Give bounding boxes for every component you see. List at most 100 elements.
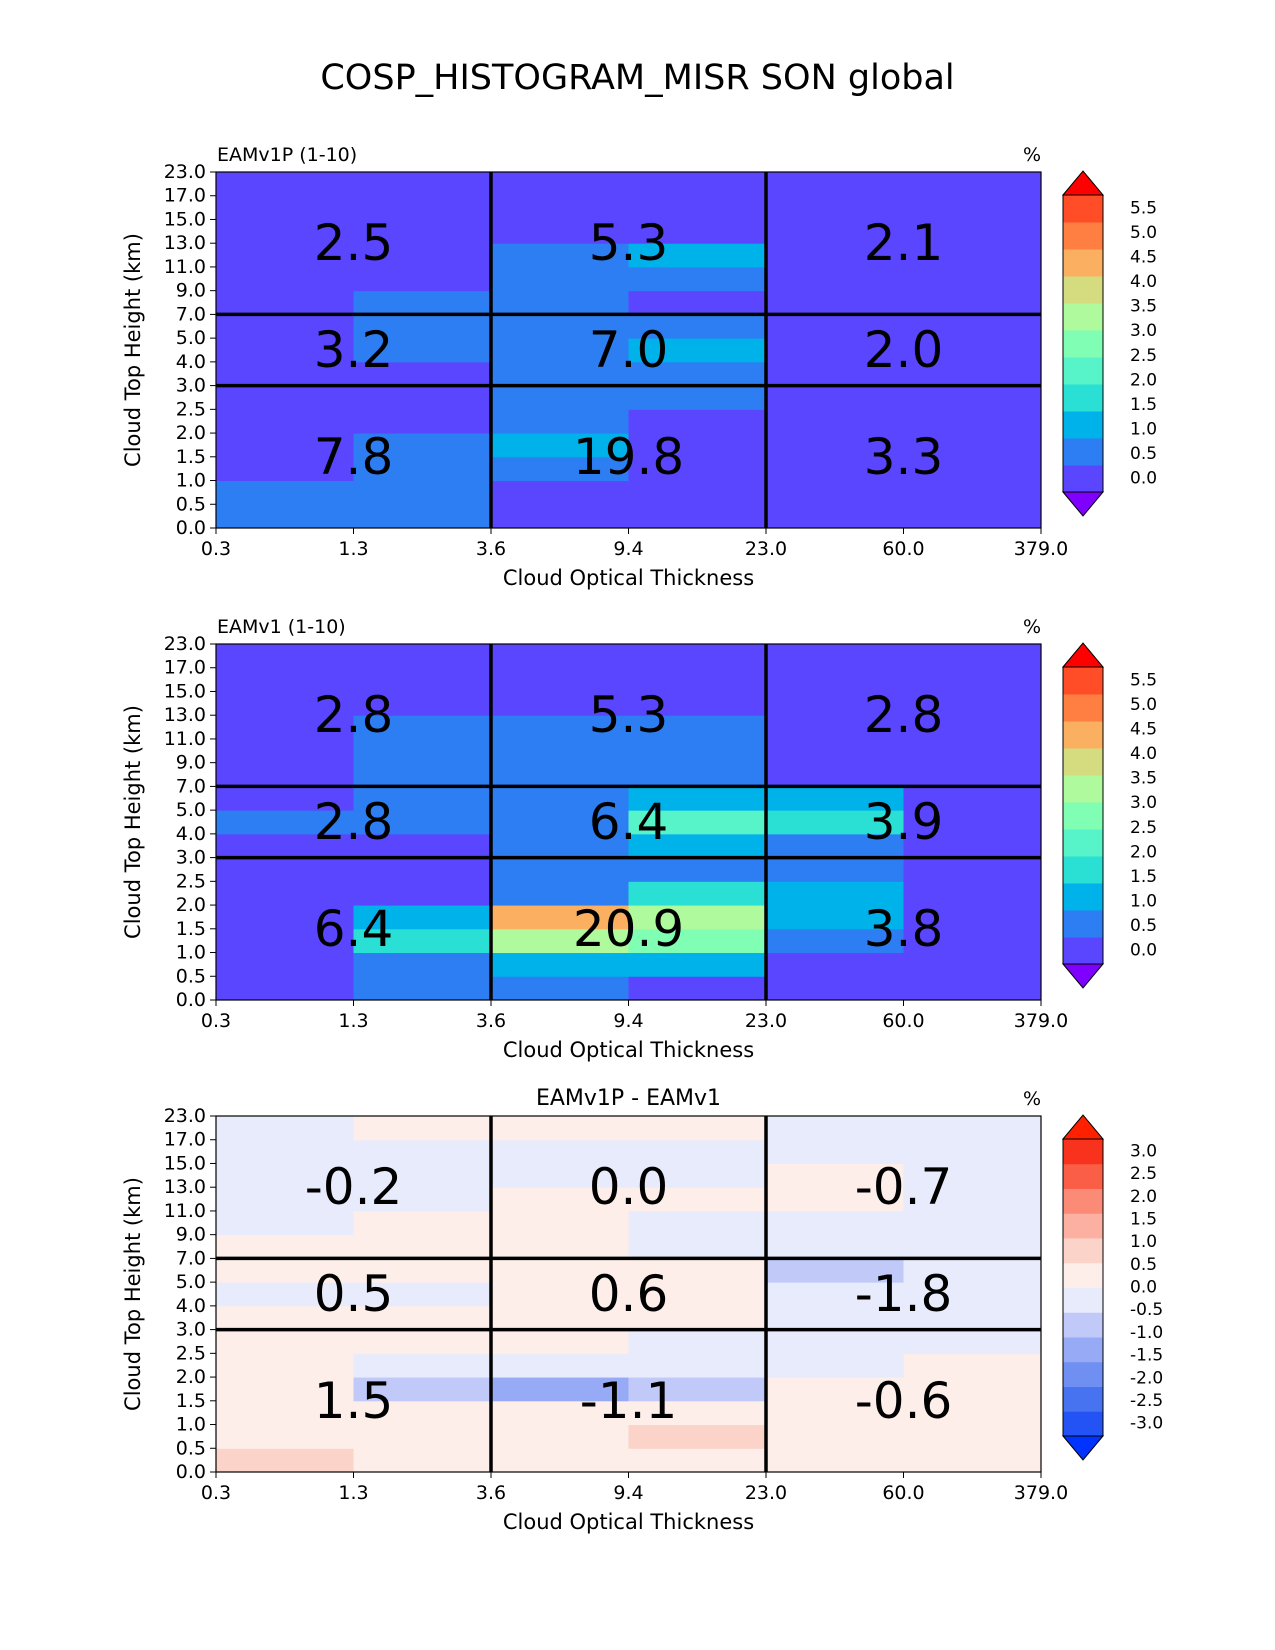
y-tick-label: 2.0 — [176, 894, 206, 916]
colorbar-tick-label: -1.5 — [1130, 1346, 1163, 1366]
colorbar-tick-label: 1.0 — [1130, 419, 1157, 439]
heatmap-cell — [903, 1210, 1042, 1236]
heatmap-cell — [766, 195, 904, 220]
y-tick-label: 4.0 — [176, 351, 206, 373]
heatmap-cell — [766, 219, 904, 244]
cell-annotation: 2.8 — [864, 686, 944, 744]
colorbar-extend-max — [1061, 642, 1105, 668]
heatmap-cell — [491, 409, 629, 434]
heatmap-cell — [628, 1448, 767, 1473]
heatmap-cell — [216, 361, 354, 387]
heatmap-cell — [216, 456, 354, 482]
heatmap-cell — [903, 1448, 1042, 1473]
heatmap-cell — [491, 1258, 629, 1283]
heatmap-cell — [628, 905, 767, 930]
y-tick-label: 5.0 — [176, 1271, 206, 1293]
y-tick-label: 4.0 — [176, 1295, 206, 1317]
colorbar-tick-label: 2.0 — [1130, 370, 1157, 390]
y-tick-label: 9.0 — [176, 280, 206, 302]
heatmap-cell — [216, 1139, 354, 1164]
colorbar-segment — [1063, 384, 1103, 412]
cell-annotation: 3.2 — [314, 321, 394, 379]
y-tick-label: 15.0 — [164, 1152, 206, 1174]
heatmap-cell — [353, 290, 492, 315]
heatmap-cell — [903, 857, 1042, 882]
y-tick-label: 9.0 — [176, 752, 206, 774]
colorbar-extend-max — [1061, 170, 1105, 196]
heatmap-cell — [491, 905, 629, 930]
panel-title: EAMv1P - EAMv1 — [536, 1086, 721, 1111]
cell-annotation: 6.4 — [589, 793, 669, 851]
y-axis-label: Cloud Top Height (km) — [121, 233, 145, 467]
x-axis-label: Cloud Optical Thickness — [503, 1038, 754, 1062]
colorbar-segment — [1063, 465, 1103, 493]
heatmap-cell — [766, 433, 904, 458]
colorbar-tick-label: 2.5 — [1130, 818, 1157, 838]
heatmap-cell — [216, 290, 354, 315]
heatmap-cell — [353, 1258, 492, 1283]
heatmap-cell — [353, 1353, 492, 1378]
x-tick-label: 9.4 — [613, 538, 643, 560]
y-tick-label: 3.0 — [176, 1319, 206, 1341]
heatmap-cell — [491, 338, 629, 363]
colorbar-segment — [1063, 910, 1103, 938]
heatmap-cell — [216, 1187, 354, 1212]
heatmap-cell — [491, 195, 629, 220]
y-tick-label: 0.0 — [176, 1461, 206, 1483]
x-tick-label: 1.3 — [338, 1010, 368, 1032]
heatmap-cell — [491, 172, 629, 197]
heatmap-cell — [628, 361, 767, 387]
heatmap-cell — [353, 1116, 492, 1141]
heatmap-cell — [903, 219, 1042, 244]
cell-annotation: 1.5 — [314, 1372, 394, 1430]
colorbar-segment — [1063, 1287, 1103, 1313]
colorbar-segment — [1063, 276, 1103, 304]
heatmap-cell — [216, 480, 354, 505]
heatmap-cell — [491, 667, 629, 692]
heatmap-cell — [628, 857, 767, 882]
heatmap-cell — [903, 1139, 1042, 1164]
heatmap-cell — [491, 385, 629, 410]
panel-title: EAMv1 (1-10) — [217, 616, 346, 638]
heatmap-cell — [491, 1377, 629, 1402]
x-tick-label: 60.0 — [882, 1482, 924, 1504]
colorbar-frame — [1062, 1138, 1104, 1437]
colorbar-segment — [1063, 195, 1103, 223]
x-tick-label: 3.6 — [476, 538, 506, 560]
colorbar-segment — [1063, 1386, 1103, 1412]
y-tick-label: 1.5 — [176, 918, 206, 940]
x-tick-label: 1.3 — [338, 1482, 368, 1504]
x-tick-label: 379.0 — [1014, 1482, 1068, 1504]
heatmap-cell — [491, 480, 629, 505]
colorbar-segment — [1063, 694, 1103, 722]
heatmap-cell — [353, 1187, 492, 1212]
heatmap-cell — [353, 480, 492, 505]
colorbar-segment — [1063, 856, 1103, 884]
heatmap-cell — [216, 1329, 354, 1354]
y-tick-label: 13.0 — [164, 1176, 206, 1198]
heatmap-cell — [766, 881, 904, 906]
heatmap-cell — [628, 314, 767, 339]
heatmap-cell — [628, 456, 767, 482]
heatmap-cell — [766, 243, 904, 268]
colorbar-tick-label: 1.0 — [1130, 1232, 1157, 1252]
colorbar-tick-label: 4.5 — [1130, 720, 1157, 740]
units-label: % — [1023, 616, 1041, 638]
y-tick-label: 5.0 — [176, 799, 206, 821]
colorbar-tick-label: 1.5 — [1130, 1209, 1157, 1229]
heatmap-cell — [766, 504, 904, 529]
heatmap-cell — [766, 952, 904, 977]
colorbar-tick-label: -2.0 — [1130, 1368, 1163, 1388]
colorbar-extend-max — [1061, 1114, 1105, 1140]
heatmap-cell — [216, 1210, 354, 1236]
heatmap-cell — [216, 976, 354, 1001]
heatmap-cell — [903, 266, 1042, 292]
heatmap-cell — [491, 715, 629, 740]
colorbar-tick-label: 4.5 — [1130, 248, 1157, 268]
colorbar-tick-label: 5.0 — [1130, 223, 1157, 243]
colorbar-segment — [1063, 222, 1103, 250]
y-tick-label: 1.0 — [176, 1414, 206, 1436]
cell-annotation: -1.8 — [855, 1265, 953, 1323]
colorbar-segment — [1063, 721, 1103, 749]
heatmap-cell — [628, 715, 767, 740]
